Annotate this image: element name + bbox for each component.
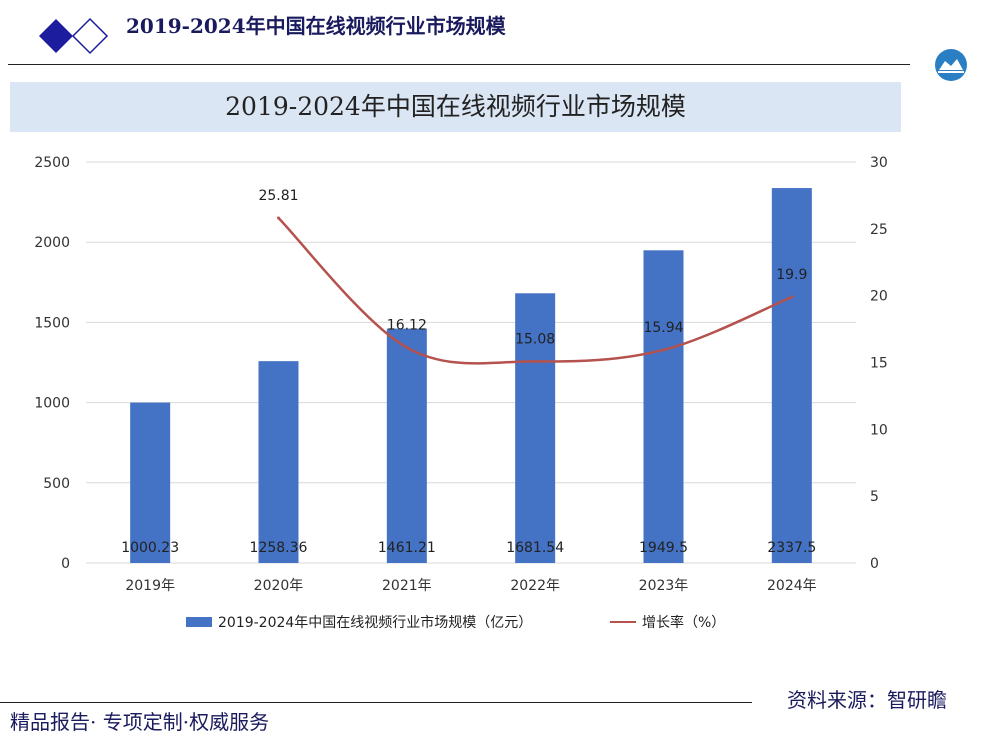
footer-divider xyxy=(0,702,752,703)
bar xyxy=(130,402,171,563)
x-tick-label: 2023年 xyxy=(639,578,689,594)
legend-item-line: 增长率（%） xyxy=(610,612,725,632)
y-right-tick-label: 15 xyxy=(870,356,888,372)
bar xyxy=(258,361,299,563)
line-point xyxy=(533,359,537,363)
bar-data-label: 2337.5 xyxy=(767,540,816,556)
bar xyxy=(771,188,812,563)
legend-item-bar: 2019-2024年中国在线视频行业市场规模（亿元） xyxy=(186,612,532,632)
y-right-tick-label: 30 xyxy=(870,155,888,171)
bar-data-label: 1000.23 xyxy=(121,540,179,556)
y-left-tick-label: 2000 xyxy=(34,235,70,251)
legend-bar-swatch xyxy=(186,617,212,627)
x-tick-label: 2021年 xyxy=(382,578,432,594)
bar xyxy=(386,328,427,563)
bar-data-label: 1461.21 xyxy=(378,540,436,556)
chart-legend: 2019-2024年中国在线视频行业市场规模（亿元） 增长率（%） xyxy=(0,612,997,636)
chart-title-band xyxy=(10,82,901,132)
x-tick-label: 2022年 xyxy=(510,578,560,594)
diamond-logo-icon xyxy=(39,17,109,55)
brand-logo-icon xyxy=(935,49,967,81)
y-right-tick-label: 10 xyxy=(870,422,888,438)
y-left-tick-label: 0 xyxy=(61,556,70,572)
legend-label-line: 增长率（%） xyxy=(642,615,726,631)
bar xyxy=(643,250,684,563)
chart-title: 2019-2024年中国在线视频行业市场规模 xyxy=(225,92,686,121)
page-title: 2019-2024年中国在线视频行业市场规模 xyxy=(126,14,506,38)
header-divider xyxy=(8,64,910,65)
y-right-tick-label: 5 xyxy=(870,489,879,505)
line-point xyxy=(662,348,665,352)
bar-data-label: 1681.54 xyxy=(506,540,564,556)
line-data-label: 16.12 xyxy=(387,318,427,334)
y-left-tick-label: 2500 xyxy=(34,155,70,171)
footer-slogan: 精品报告· 专项定制·权威服务 xyxy=(10,710,270,734)
line-data-label: 19.9 xyxy=(776,267,807,283)
line-point xyxy=(277,216,280,220)
line-data-label: 25.81 xyxy=(258,188,298,204)
bar xyxy=(515,293,556,563)
y-right-tick-label: 0 xyxy=(870,556,879,572)
y-left-tick-label: 500 xyxy=(43,476,70,492)
legend-label-bar: 2019-2024年中国在线视频行业市场规模（亿元） xyxy=(218,615,533,631)
line-data-label: 15.08 xyxy=(515,331,555,347)
line-point xyxy=(790,295,794,299)
bar-data-label: 1949.5 xyxy=(639,540,688,556)
line-point xyxy=(405,346,409,350)
x-tick-label: 2024年 xyxy=(767,578,817,594)
line-data-label: 15.94 xyxy=(643,320,683,336)
y-right-tick-label: 20 xyxy=(870,289,888,305)
data-source: 资料来源：智研瞻 xyxy=(787,688,947,712)
legend-line-swatch xyxy=(610,621,636,623)
y-left-tick-label: 1000 xyxy=(34,396,70,412)
x-tick-label: 2020年 xyxy=(254,578,304,594)
bar-data-label: 1258.36 xyxy=(250,540,308,556)
y-left-tick-label: 1500 xyxy=(34,315,70,331)
y-right-tick-label: 25 xyxy=(870,222,888,238)
x-tick-label: 2019年 xyxy=(125,578,175,594)
